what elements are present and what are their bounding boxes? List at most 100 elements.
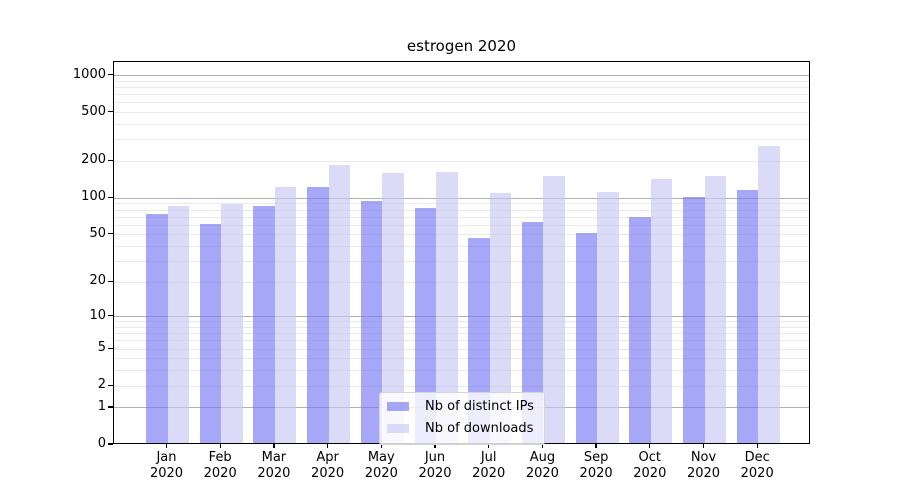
gridline [114, 102, 809, 104]
gridline [114, 385, 809, 387]
gridline [114, 112, 809, 114]
gridline [114, 321, 809, 323]
gridline [114, 370, 809, 372]
x-tick-label-may: May 2020 [364, 450, 398, 481]
y-tick-mark [108, 233, 113, 235]
legend-label-distinct-ips: Nb of distinct IPs [425, 399, 534, 414]
bar-mar-downloads [274, 187, 297, 443]
bar-feb-distinct-ips [199, 224, 222, 443]
y-tick-label: 10 [89, 307, 106, 323]
legend: Nb of distinct IPs Nb of downloads [379, 392, 545, 445]
x-tick-mark [649, 444, 651, 448]
x-tick-label-apr: Apr 2020 [311, 450, 345, 481]
bar-jan-distinct-ips [146, 213, 168, 443]
y-tick-label: 5 [97, 340, 106, 356]
bar-dec-distinct-ips [736, 190, 759, 443]
gridline [114, 75, 809, 77]
legend-swatch-distinct-ips-icon [387, 402, 409, 411]
x-tick-label-sep: Sep 2020 [579, 450, 613, 481]
gridline [114, 333, 809, 335]
x-tick-mark [488, 444, 490, 448]
y-tick-mark [108, 73, 113, 76]
y-tick-mark [108, 110, 113, 113]
bar-oct-downloads [650, 178, 673, 443]
y-tick-label: 0 [97, 436, 106, 451]
x-tick-label-jan: Jan 2020 [149, 450, 184, 481]
x-tick-mark [595, 444, 597, 448]
bar-nov-distinct-ips [683, 197, 705, 443]
x-tick-mark [380, 444, 382, 448]
x-tick-label-oct: Oct 2020 [633, 450, 667, 481]
bar-oct-distinct-ips [629, 216, 651, 443]
y-tick-mark [108, 347, 113, 349]
bar-mar-distinct-ips [253, 206, 275, 443]
gridline [114, 245, 809, 247]
bar-sep-downloads [597, 192, 619, 443]
bar-aug-downloads [543, 175, 565, 443]
bar-jul-distinct-ips [468, 238, 490, 443]
y-tick-label: 200 [81, 152, 106, 168]
gridline [114, 139, 809, 141]
legend-item-distinct-ips: Nb of distinct IPs [387, 397, 534, 416]
legend-item-downloads: Nb of downloads [387, 419, 534, 438]
legend-label-downloads: Nb of downloads [425, 421, 534, 436]
y-tick-label: 1000 [72, 66, 106, 82]
x-tick-label-jul: Jul 2020 [472, 450, 506, 481]
gridline [114, 340, 809, 342]
y-tick-mark [108, 315, 113, 317]
y-tick-label: 100 [81, 189, 106, 205]
x-tick-mark [219, 444, 221, 448]
y-tick-mark [108, 443, 113, 445]
y-tick-mark [108, 384, 113, 386]
gridline [114, 260, 809, 262]
bar-jan-downloads [167, 206, 189, 443]
gridline [114, 316, 809, 318]
x-tick-mark [541, 444, 544, 448]
bar-aug-distinct-ips [521, 222, 544, 443]
gridline [114, 281, 809, 283]
x-tick-label-aug: Aug 2020 [525, 450, 559, 481]
y-tick-label: 50 [89, 225, 106, 241]
gridline [114, 224, 809, 226]
x-tick-label-dec: Dec 2020 [740, 450, 774, 481]
x-tick-mark [326, 444, 329, 448]
plot-area [113, 61, 810, 444]
y-tick-mark [108, 406, 113, 408]
bar-may-distinct-ips [360, 200, 383, 443]
y-tick-mark [108, 196, 113, 198]
y-tick-mark [108, 280, 113, 282]
bar-may-downloads [382, 172, 404, 443]
gridline [114, 358, 809, 360]
x-tick-label-nov: Nov 2020 [686, 450, 721, 481]
chart-title: estrogen 2020 [406, 37, 517, 55]
bar-feb-downloads [221, 203, 243, 443]
bar-sep-distinct-ips [575, 232, 598, 443]
bar-jun-downloads [436, 171, 458, 443]
gridline [114, 124, 809, 126]
gridline [114, 216, 809, 218]
bar-jun-distinct-ips [414, 208, 436, 443]
bar-nov-downloads [704, 175, 726, 443]
x-tick-mark [756, 444, 758, 448]
gridline [114, 327, 809, 329]
x-tick-mark [702, 444, 705, 448]
gridline [114, 197, 809, 199]
bar-dec-downloads [758, 146, 780, 443]
x-tick-label-mar: Mar 2020 [257, 450, 291, 481]
x-tick-mark [165, 444, 168, 448]
legend-swatch-downloads-icon [387, 424, 409, 433]
y-tick-label: 500 [81, 103, 106, 119]
y-tick-label: 20 [89, 273, 106, 289]
x-tick-mark [434, 444, 436, 448]
gridline [114, 94, 809, 96]
x-tick-label-feb: Feb 2020 [203, 450, 237, 481]
gridline [114, 203, 809, 205]
bar-apr-distinct-ips [307, 187, 329, 443]
gridline [114, 348, 809, 350]
bar-apr-downloads [328, 164, 351, 443]
gridline [114, 160, 809, 162]
gridline [114, 80, 809, 82]
bar-jul-downloads [489, 193, 512, 443]
y-tick-label: 1 [97, 398, 106, 414]
